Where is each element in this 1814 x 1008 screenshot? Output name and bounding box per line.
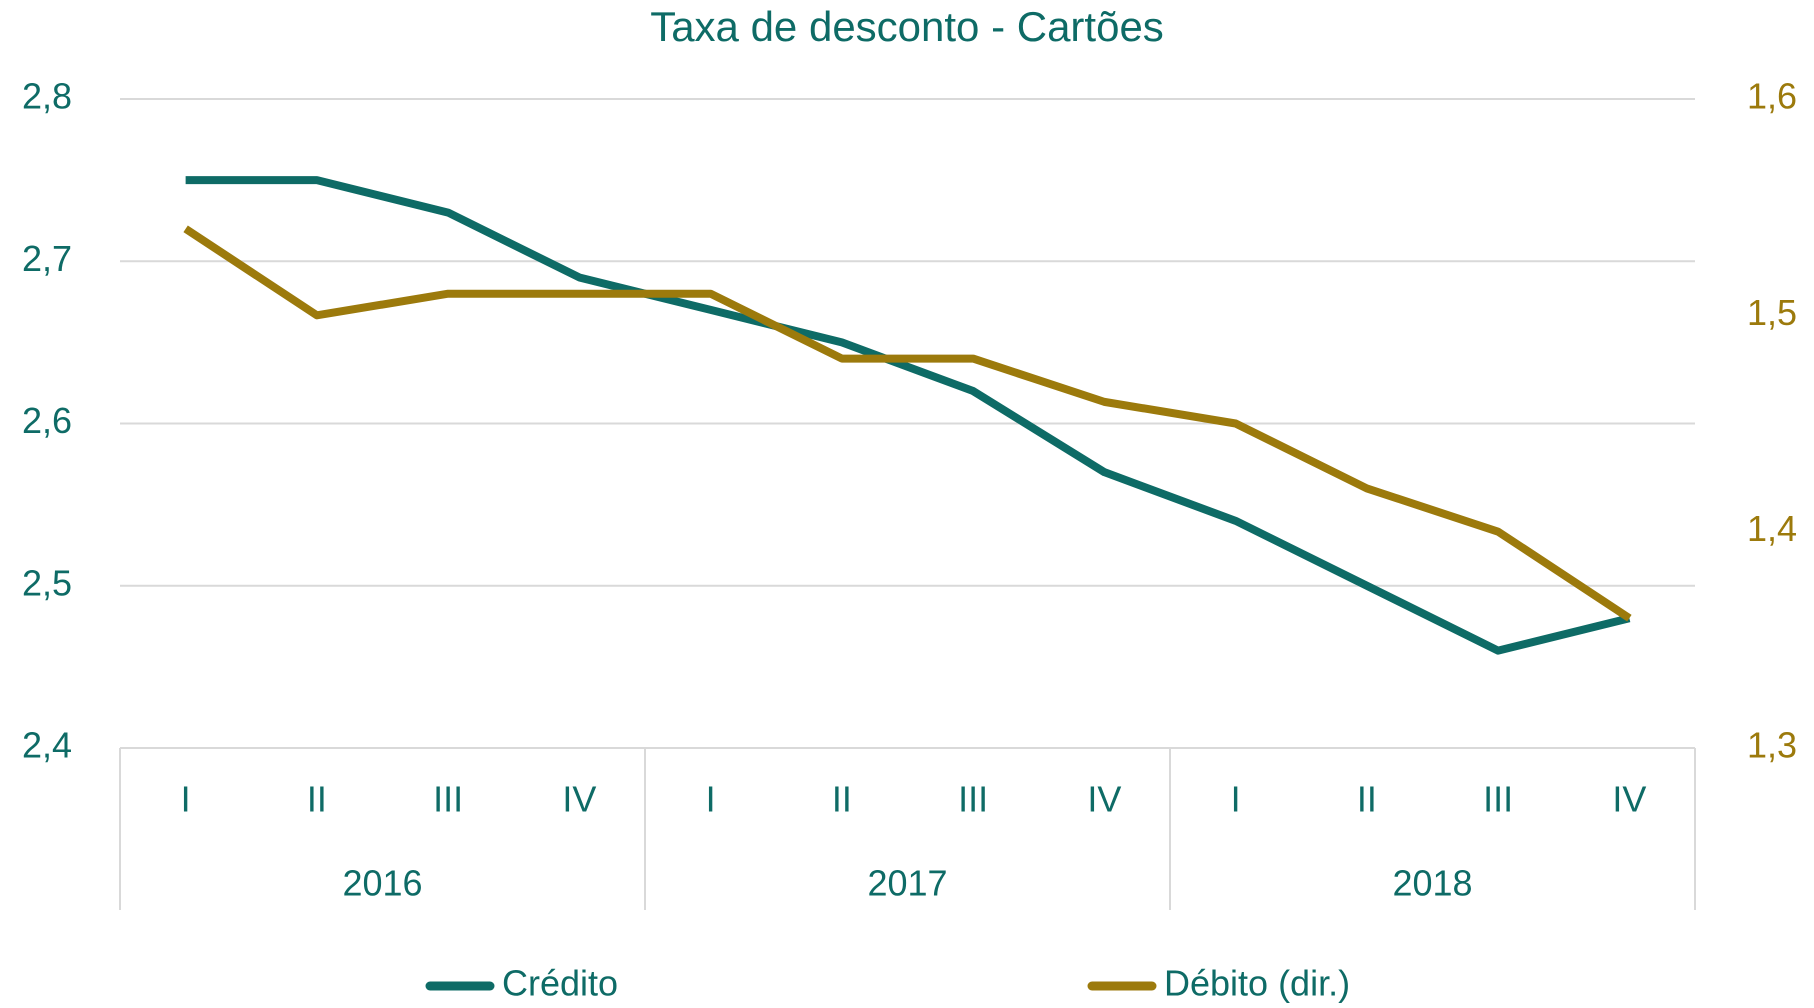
x-tick-label: IV — [1087, 779, 1121, 820]
x-tick-label: I — [181, 779, 191, 820]
x-group-label: 2018 — [1392, 863, 1472, 904]
y2-tick-label: 1,6 — [1747, 76, 1797, 117]
legend-label: Crédito — [502, 963, 618, 1004]
x-tick-label: III — [1483, 779, 1513, 820]
x-tick-label: II — [1357, 779, 1377, 820]
x-tick-label: II — [832, 779, 852, 820]
x-tick-label: II — [307, 779, 327, 820]
chart-title: Taxa de desconto - Cartões — [650, 3, 1164, 50]
x-group-label: 2017 — [867, 863, 947, 904]
y-tick-label: 2,6 — [22, 400, 72, 441]
x-tick-label: I — [1231, 779, 1241, 820]
y-tick-label: 2,5 — [22, 562, 72, 603]
x-tick-label: IV — [1612, 779, 1646, 820]
series-line — [183, 225, 1632, 622]
series-line — [185, 176, 1631, 655]
x-tick-label: III — [958, 779, 988, 820]
y2-tick-label: 1,3 — [1747, 725, 1797, 766]
y2-tick-label: 1,5 — [1747, 292, 1797, 333]
x-tick-label: III — [433, 779, 463, 820]
legend-label: Débito (dir.) — [1164, 963, 1350, 1004]
x-group-label: 2016 — [342, 863, 422, 904]
y-tick-label: 2,7 — [22, 238, 72, 279]
x-tick-label: IV — [562, 779, 596, 820]
y2-tick-label: 1,4 — [1747, 508, 1797, 549]
x-tick-label: I — [706, 779, 716, 820]
y-tick-label: 2,8 — [22, 76, 72, 117]
y-tick-label: 2,4 — [22, 725, 72, 766]
